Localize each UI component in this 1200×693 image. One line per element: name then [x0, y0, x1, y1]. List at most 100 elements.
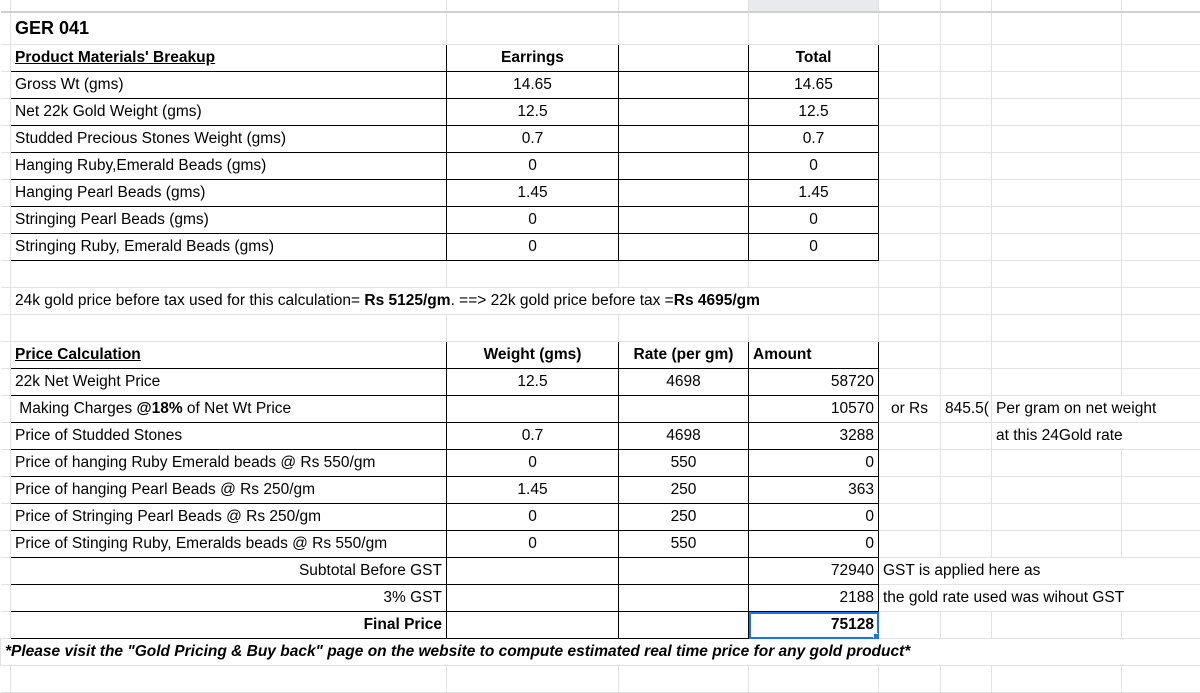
- weight-value[interactable]: 0: [447, 504, 619, 531]
- cell[interactable]: [619, 180, 749, 207]
- gst-label[interactable]: 3% GST: [11, 585, 447, 612]
- cell[interactable]: [941, 0, 992, 12]
- cell[interactable]: [941, 207, 992, 234]
- cell[interactable]: [447, 558, 619, 585]
- cell[interactable]: [879, 531, 941, 558]
- earrings-value[interactable]: 0: [447, 207, 619, 234]
- cell[interactable]: [879, 315, 941, 342]
- price-item-label[interactable]: Price of Stinging Ruby, Emeralds beads @…: [11, 531, 447, 558]
- cell[interactable]: [447, 315, 619, 342]
- cell[interactable]: [879, 450, 941, 477]
- cell[interactable]: [992, 261, 1122, 288]
- cell[interactable]: [992, 72, 1122, 99]
- cell[interactable]: [879, 288, 941, 315]
- cell[interactable]: [879, 0, 941, 12]
- cell[interactable]: [1, 261, 11, 288]
- cell[interactable]: [879, 207, 941, 234]
- cell[interactable]: [619, 261, 749, 288]
- final-price-amount[interactable]: 75128: [749, 612, 879, 639]
- sheet-title-cell[interactable]: GER 041: [11, 12, 447, 45]
- cell[interactable]: [749, 261, 879, 288]
- cell[interactable]: [1122, 99, 1200, 126]
- total-value[interactable]: 0: [749, 153, 879, 180]
- weight-value[interactable]: 0.7: [447, 423, 619, 450]
- cell[interactable]: [1122, 504, 1200, 531]
- cell[interactable]: [941, 369, 992, 396]
- cell[interactable]: [1, 585, 11, 612]
- material-label[interactable]: Net 22k Gold Weight (gms): [11, 99, 447, 126]
- cell[interactable]: [879, 99, 941, 126]
- price-item-label[interactable]: Price of hanging Pearl Beads @ Rs 250/gm: [11, 477, 447, 504]
- amount-value[interactable]: 3288: [749, 423, 879, 450]
- cell[interactable]: [619, 99, 749, 126]
- cell[interactable]: [1122, 234, 1200, 261]
- or-rs-note[interactable]: or Rs: [879, 396, 941, 423]
- cell[interactable]: [1, 288, 11, 315]
- cell[interactable]: [992, 504, 1122, 531]
- cell[interactable]: [749, 12, 879, 45]
- cell[interactable]: [447, 261, 619, 288]
- cell[interactable]: [1, 207, 11, 234]
- cell[interactable]: [447, 666, 619, 693]
- cell[interactable]: [879, 369, 941, 396]
- material-label[interactable]: Stringing Pearl Beads (gms): [11, 207, 447, 234]
- cell[interactable]: [1, 0, 11, 12]
- cell[interactable]: [879, 477, 941, 504]
- footer-note[interactable]: *Please visit the "Gold Pricing & Buy ba…: [1, 639, 1200, 666]
- cell[interactable]: [941, 99, 992, 126]
- earrings-value[interactable]: 0: [447, 234, 619, 261]
- price-item-label[interactable]: Price of Studded Stones: [11, 423, 447, 450]
- amount-value[interactable]: 0: [749, 504, 879, 531]
- per-gram-note[interactable]: Per gram on net weight: [992, 396, 1200, 423]
- cell[interactable]: [992, 342, 1122, 369]
- rate-value[interactable]: 4698: [619, 423, 749, 450]
- price-header-label[interactable]: Price Calculation: [11, 342, 447, 369]
- cell[interactable]: [619, 72, 749, 99]
- cell[interactable]: [992, 234, 1122, 261]
- gst-applied-note[interactable]: GST is applied here as: [879, 558, 1200, 585]
- cell[interactable]: [941, 423, 992, 450]
- cell[interactable]: [1, 153, 11, 180]
- cell[interactable]: [749, 315, 879, 342]
- cell[interactable]: [11, 261, 447, 288]
- earrings-value[interactable]: 0.7: [447, 126, 619, 153]
- earrings-header[interactable]: Earrings: [447, 45, 619, 72]
- subtotal-label[interactable]: Subtotal Before GST: [11, 558, 447, 585]
- cell[interactable]: [1122, 261, 1200, 288]
- cell[interactable]: [879, 153, 941, 180]
- cell[interactable]: [992, 612, 1122, 639]
- rate-value[interactable]: 250: [619, 504, 749, 531]
- cell[interactable]: [1, 369, 11, 396]
- cell[interactable]: [619, 558, 749, 585]
- cell[interactable]: [619, 0, 749, 12]
- materials-header-label[interactable]: Product Materials' Breakup: [11, 45, 447, 72]
- earrings-value[interactable]: 0: [447, 153, 619, 180]
- cell[interactable]: [992, 207, 1122, 234]
- rate-header[interactable]: Rate (per gm): [619, 342, 749, 369]
- price-item-label[interactable]: Price of hanging Ruby Emerald beads @ Rs…: [11, 450, 447, 477]
- cell[interactable]: [879, 666, 941, 693]
- cell[interactable]: [879, 504, 941, 531]
- cell[interactable]: [879, 45, 941, 72]
- cell[interactable]: [619, 585, 749, 612]
- cell[interactable]: [619, 666, 749, 693]
- cell[interactable]: [941, 315, 992, 342]
- rate-value[interactable]: 550: [619, 450, 749, 477]
- cell[interactable]: [619, 12, 749, 45]
- amount-header[interactable]: Amount: [749, 342, 879, 369]
- cell[interactable]: [1122, 612, 1200, 639]
- cell[interactable]: [1122, 72, 1200, 99]
- cell[interactable]: [941, 531, 992, 558]
- cell[interactable]: [879, 423, 941, 450]
- cell[interactable]: [879, 234, 941, 261]
- amount-value[interactable]: 10570: [749, 396, 879, 423]
- cell[interactable]: [941, 342, 992, 369]
- cell[interactable]: [1, 531, 11, 558]
- gold-rate-note[interactable]: at this 24Gold rate: [992, 423, 1200, 450]
- cell[interactable]: [941, 450, 992, 477]
- rate-value[interactable]: 550: [619, 531, 749, 558]
- cell[interactable]: [992, 666, 1122, 693]
- cell[interactable]: [992, 126, 1122, 153]
- rate-value[interactable]: 250: [619, 477, 749, 504]
- cell[interactable]: [1122, 666, 1200, 693]
